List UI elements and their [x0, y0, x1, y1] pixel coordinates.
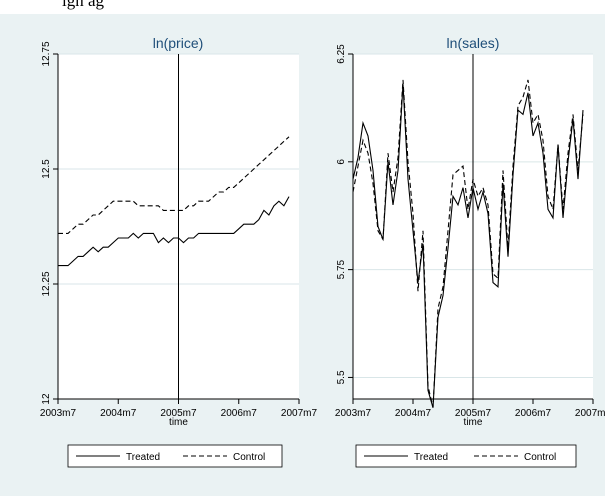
figure: 12 12.25 12.5 12.75 2003m7 2004m7 2005m7 2006m7…: [0, 14, 605, 496]
cropped-caption-fragment: ign ag: [0, 0, 605, 11]
y-tick-label: 12.5: [41, 159, 52, 179]
x-tick-label: 2004m7: [100, 408, 137, 419]
x-tick-label: 2005m7: [455, 408, 492, 419]
legend-label-control: Control: [524, 452, 556, 463]
y-tick-label: 12.75: [41, 41, 52, 66]
y-tick-label: 12.25: [41, 271, 52, 296]
x-axis-label: time: [169, 417, 188, 428]
legend-label-treated: Treated: [414, 452, 448, 463]
x-tick-label: 2007m7: [575, 408, 605, 419]
x-tick-label: 2006m7: [515, 408, 552, 419]
panel-ln-sales: 5.5 5.75 6 6.25 2003m7 2004m7 2005m7 2006m7 2007…: [335, 35, 605, 468]
legend-box: [67, 444, 283, 468]
series-line-treated: [352, 84, 584, 408]
series-line-control: [352, 79, 584, 408]
legend-label-treated: Treated: [126, 452, 160, 463]
charts-svg: 12 12.25 12.5 12.75 2003m7 2004m7 2005m7 2006m7…: [40, 35, 605, 468]
panel-title: ln(sales): [447, 35, 500, 51]
x-tick-label: 2007m7: [281, 408, 318, 419]
x-tick-label: 2003m7: [335, 408, 372, 419]
x-tick-label: 2003m7: [40, 408, 77, 419]
caption-text: ign ag: [62, 0, 105, 10]
series-line-treated: [58, 196, 290, 267]
y-tick-label: 6.25: [336, 44, 347, 64]
series-line-control: [58, 136, 290, 234]
legend-box: [355, 444, 577, 468]
y-tick-label: 5.75: [336, 259, 347, 279]
panel-ln-price: 12 12.25 12.5 12.75 2003m7 2004m7 2005m7 2006m7…: [40, 35, 318, 468]
y-tick-label: 12: [41, 393, 52, 405]
x-tick-label: 2006m7: [221, 408, 258, 419]
legend-label-control: Control: [233, 452, 265, 463]
x-tick-label: 2005m7: [160, 408, 197, 419]
panel-title: ln(price): [153, 35, 204, 51]
x-tick-label: 2004m7: [395, 408, 432, 419]
x-axis-label: time: [464, 417, 483, 428]
y-tick-label: 5.5: [336, 370, 347, 384]
y-tick-label: 6: [336, 159, 347, 165]
